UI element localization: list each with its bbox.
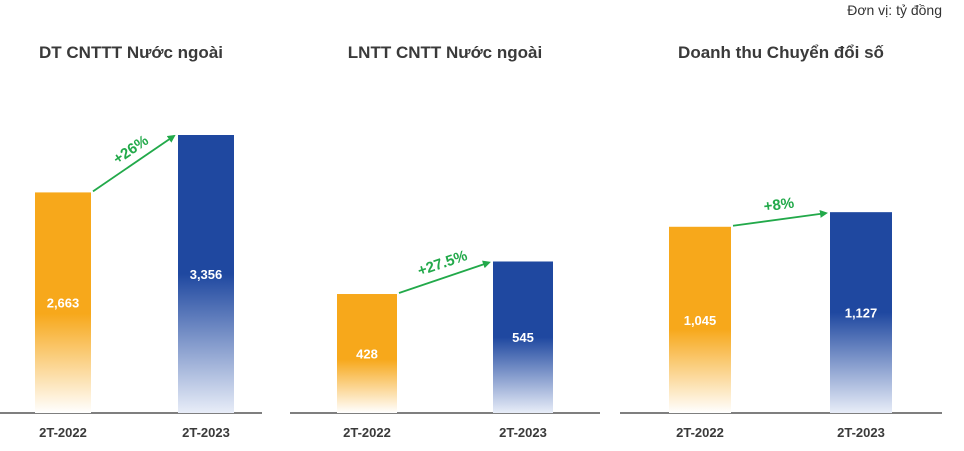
- bar-2t-2023: [493, 261, 553, 413]
- x-tick-label: 2T-2022: [343, 425, 391, 440]
- chart-panel-digital-transformation-revenue: Doanh thu Chuyển đổi số 1,045 2T-2022 1,12…: [620, 0, 942, 451]
- growth-arrow: [92, 134, 176, 193]
- chart-panel-foreign-it-profit: LNTT CNTT Nước ngoài 428 2T-2022 545 2T-202…: [290, 0, 600, 451]
- chart-title: Doanh thu Chuyển đổi số: [678, 43, 884, 62]
- bar-value-label: 1,127: [845, 306, 878, 321]
- bar-2t-2022: [35, 192, 91, 413]
- bar-value-label: 1,045: [684, 313, 717, 328]
- x-tick-label: 2T-2023: [499, 425, 547, 440]
- bar-2t-2022: [669, 226, 731, 413]
- x-tick-label: 2T-2023: [182, 425, 230, 440]
- growth-arrow: [732, 210, 828, 227]
- growth-label: +8%: [763, 195, 795, 216]
- bar-chart-foreign-it-profit: 428 2T-2022 545 2T-2023 +27.5%: [290, 247, 600, 440]
- unit-label: Đơn vị: tỷ đồng: [847, 2, 942, 18]
- bar-2t-2023: [178, 135, 234, 413]
- growth-label: +27.5%: [416, 247, 470, 280]
- chart-title: DT CNTTT Nước ngoài: [39, 43, 223, 62]
- bar-chart-foreign-it-revenue: 2,663 2T-2022 3,356 2T-2023 +26%: [0, 132, 262, 440]
- x-tick-label: 2T-2022: [39, 425, 87, 440]
- chart-panel-foreign-it-revenue: DT CNTTT Nước ngoài 2,663 2T-2022 3,356 2T-…: [0, 0, 262, 451]
- bar-value-label: 545: [512, 330, 534, 345]
- chart-title: LNTT CNTT Nước ngoài: [347, 43, 543, 62]
- growth-label: +26%: [110, 132, 152, 168]
- x-tick-label: 2T-2023: [837, 425, 885, 440]
- bar-2t-2022: [337, 294, 397, 413]
- growth-arrow: [398, 260, 491, 294]
- bar-value-label: 2,663: [47, 296, 80, 311]
- bar-value-label: 3,356: [190, 267, 223, 282]
- bar-chart-digital-transformation-revenue: 1,045 2T-2022 1,127 2T-2023 +8%: [620, 195, 942, 440]
- bar-value-label: 428: [356, 347, 378, 362]
- x-tick-label: 2T-2022: [676, 425, 724, 440]
- bar-2t-2023: [830, 212, 892, 413]
